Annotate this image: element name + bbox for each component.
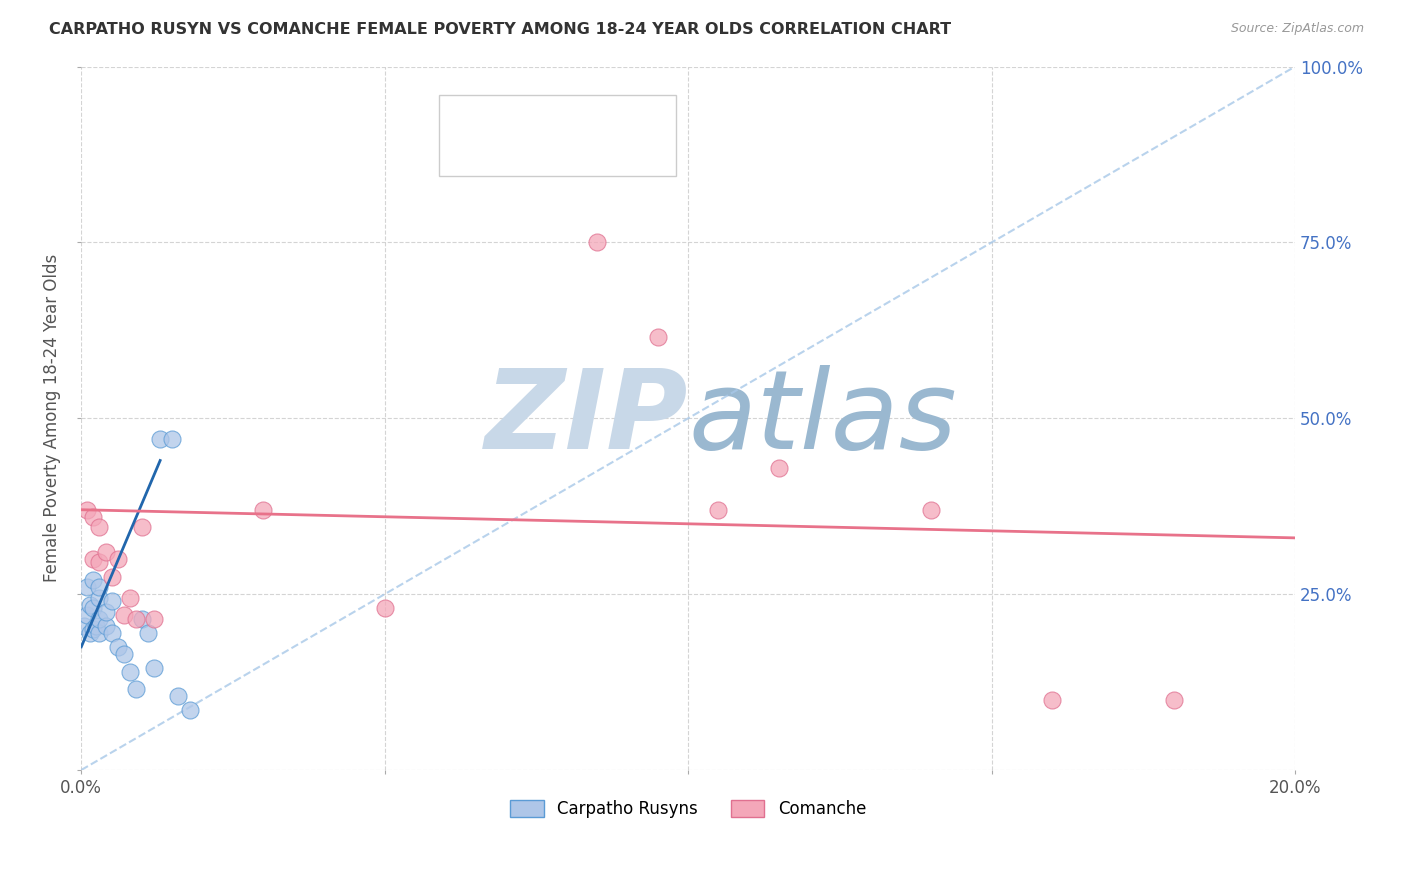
Point — [76, 502, 98, 516]
Point — [143, 661, 166, 675]
Point — [112, 647, 135, 661]
Point — [89, 520, 111, 534]
Point — [131, 520, 153, 534]
Point — [86, 619, 108, 633]
Point — [82, 601, 104, 615]
Point — [1040, 692, 1063, 706]
Point — [100, 569, 122, 583]
Point — [94, 605, 117, 619]
Point — [125, 612, 148, 626]
Point — [89, 612, 111, 626]
Point — [100, 594, 122, 608]
Point — [82, 623, 104, 637]
Point — [647, 330, 669, 344]
Text: ZIP: ZIP — [485, 365, 688, 472]
Point — [131, 612, 153, 626]
Point — [125, 682, 148, 697]
Text: CARPATHO RUSYN VS COMANCHE FEMALE POVERTY AMONG 18-24 YEAR OLDS CORRELATION CHAR: CARPATHO RUSYN VS COMANCHE FEMALE POVERT… — [49, 22, 952, 37]
Legend: Carpatho Rusyns, Comanche: Carpatho Rusyns, Comanche — [503, 794, 873, 825]
Point — [79, 625, 101, 640]
Point — [149, 433, 172, 447]
Y-axis label: Female Poverty Among 18-24 Year Olds: Female Poverty Among 18-24 Year Olds — [44, 254, 60, 582]
Point — [82, 573, 104, 587]
Point — [374, 601, 396, 615]
Point — [162, 433, 184, 447]
Point — [107, 640, 129, 654]
Point — [94, 545, 117, 559]
Point — [89, 625, 111, 640]
Point — [143, 612, 166, 626]
Point — [82, 509, 104, 524]
Point — [136, 625, 159, 640]
Point — [920, 502, 942, 516]
Point — [100, 625, 122, 640]
Point — [94, 619, 117, 633]
Point — [495, 154, 517, 169]
Point — [112, 608, 135, 623]
Point — [586, 235, 609, 250]
Point — [707, 502, 730, 516]
Point — [79, 598, 101, 612]
Point — [167, 689, 190, 703]
Point — [118, 665, 141, 679]
Point — [73, 619, 96, 633]
Point — [89, 580, 111, 594]
Point — [76, 608, 98, 623]
Point — [82, 552, 104, 566]
Point — [89, 591, 111, 605]
Text: atlas: atlas — [688, 365, 956, 472]
Point — [1163, 692, 1185, 706]
Text: Source: ZipAtlas.com: Source: ZipAtlas.com — [1230, 22, 1364, 36]
Point — [107, 552, 129, 566]
Point — [118, 591, 141, 605]
Point — [76, 580, 98, 594]
Point — [89, 556, 111, 570]
Point — [179, 703, 201, 717]
Point — [768, 460, 790, 475]
Point — [252, 502, 274, 516]
